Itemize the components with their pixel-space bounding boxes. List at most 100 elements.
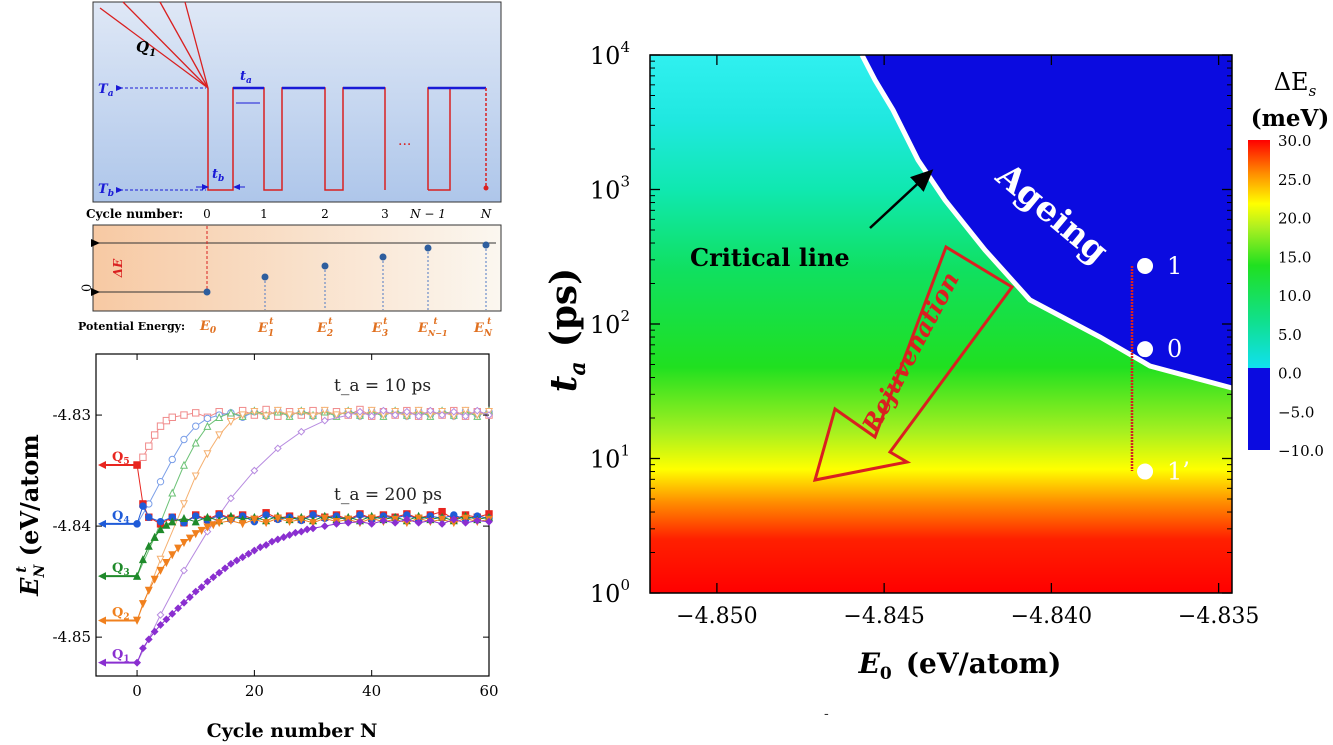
critical-line-arrow: [869, 169, 934, 229]
data-point: [356, 407, 364, 416]
energy-point-0: [203, 288, 211, 296]
y-tick-label: 102: [590, 307, 630, 339]
colorbar-title: ΔEs: [1274, 68, 1317, 100]
data-point: [144, 541, 153, 550]
data-point: [179, 500, 188, 509]
data-point: [227, 559, 235, 568]
ta-duration-label: ta: [240, 69, 252, 86]
colorbar-tick-label: 20.0: [1278, 210, 1311, 228]
data-point: [156, 611, 165, 619]
stray-mark: -: [824, 706, 829, 722]
data-point: [150, 431, 159, 439]
data-point: [138, 555, 147, 564]
data-point: [461, 518, 470, 527]
data-point: [402, 407, 411, 416]
data-point: [156, 621, 165, 629]
ageing-region: [862, 55, 1232, 388]
cycle-energy-chart: 0 20 40 60 -4.83 -4.84 -4.85 Q5 Q4 Q3 Q2 Q1 t_a = …: [14, 353, 499, 742]
energy-point-n: [482, 241, 490, 249]
delta-e-label: ΔE: [111, 258, 125, 278]
data-point: [144, 635, 153, 644]
cycle-energy-marks: [133, 405, 494, 667]
data-point: [156, 517, 165, 526]
data-point: [138, 600, 147, 609]
data-point: [473, 406, 482, 415]
start-arrow-head: [98, 461, 106, 470]
protocol-panel: Ta Tb Q1 ta tb ... Cycle number: 0 1 2 3…: [86, 1, 502, 221]
critical-line-label: Critical line: [690, 243, 850, 272]
cycle-0: 0: [203, 207, 211, 221]
start-marker-q3: Q3: [98, 561, 138, 581]
colorbar-tick-label: 10.0: [1278, 287, 1311, 305]
y-tick-label: 104: [590, 38, 630, 70]
y-tick-label: 103: [590, 173, 630, 205]
energy-panel: 0 ΔE Potential Energy: E0 E1t E2t E3t EN…: [78, 224, 502, 339]
colorbar-tick-label: 0.0: [1278, 365, 1302, 383]
data-point: [461, 412, 470, 421]
data-point: [309, 524, 317, 533]
data-point: [179, 460, 188, 469]
start-marker-label: Q1: [112, 648, 130, 665]
tb-duration-label: tb: [212, 167, 224, 184]
data-point: [250, 408, 259, 417]
energy-stems: [264, 245, 487, 310]
heatmap-ticks: −4.850 −4.845 −4.840 −4.835 100 101 102 103 104: [590, 38, 1259, 629]
data-point: [191, 438, 200, 447]
data-point: [309, 412, 318, 421]
data-point: [180, 566, 188, 575]
data-point: [179, 514, 188, 523]
energy-point-n-minus-1: [424, 244, 432, 252]
cycle-3: 3: [381, 207, 389, 221]
colorbar-negative: [1248, 368, 1270, 450]
data-point: [426, 406, 435, 415]
state-point-1’: [1137, 463, 1154, 480]
data-point: [174, 604, 183, 613]
data-point: [156, 555, 165, 564]
data-point: [168, 551, 177, 560]
cycle-n-minus-1: N − 1: [409, 207, 446, 221]
data-point: [297, 408, 306, 417]
data-point: [356, 517, 364, 526]
start-arrow-head: [98, 519, 106, 528]
data-point: [192, 422, 200, 430]
state-point-label: 1’: [1167, 458, 1190, 486]
state-point-1: [1137, 257, 1154, 274]
data-point: [485, 517, 493, 526]
data-point: [244, 549, 253, 558]
data-point: [221, 564, 229, 573]
data-point: [209, 521, 218, 530]
data-point: [426, 516, 435, 525]
data-point: [414, 514, 423, 523]
data-point: [180, 598, 188, 607]
data-point: [367, 406, 376, 415]
data-point: [156, 525, 165, 534]
data-point: [203, 414, 212, 423]
data-point: [414, 406, 423, 415]
y-axis-title-c: ENt(eV/atom: [14, 434, 48, 597]
data-point: [162, 520, 171, 529]
data-point: [215, 519, 224, 528]
data-point: [344, 518, 353, 527]
tb-level-label: Tb: [98, 182, 114, 199]
cycle-1: 1: [260, 207, 268, 221]
data-point: [414, 518, 423, 527]
data-point: [238, 411, 247, 420]
data-point: [402, 515, 411, 524]
potential-energy-label: Potential Energy:: [78, 320, 185, 333]
data-point: [168, 517, 177, 526]
data-point: [461, 406, 470, 415]
colorbar-tick-label: −5.0: [1278, 403, 1314, 421]
data-point: [191, 517, 200, 526]
y-tick-label: -4.84: [53, 517, 91, 535]
data-point: [320, 416, 329, 425]
energy-en-minus-1: EN−1t: [417, 317, 448, 338]
data-point: [391, 518, 400, 527]
data-point: [285, 411, 294, 420]
data-point: [473, 516, 482, 525]
data-point: [320, 406, 329, 415]
start-marker-label: Q2: [112, 605, 130, 622]
data-point: [332, 411, 341, 420]
colorbar-tick-label: −10.0: [1278, 442, 1324, 460]
y-tick-label: -4.85: [53, 628, 91, 646]
state-point-label: 1: [1167, 252, 1182, 280]
